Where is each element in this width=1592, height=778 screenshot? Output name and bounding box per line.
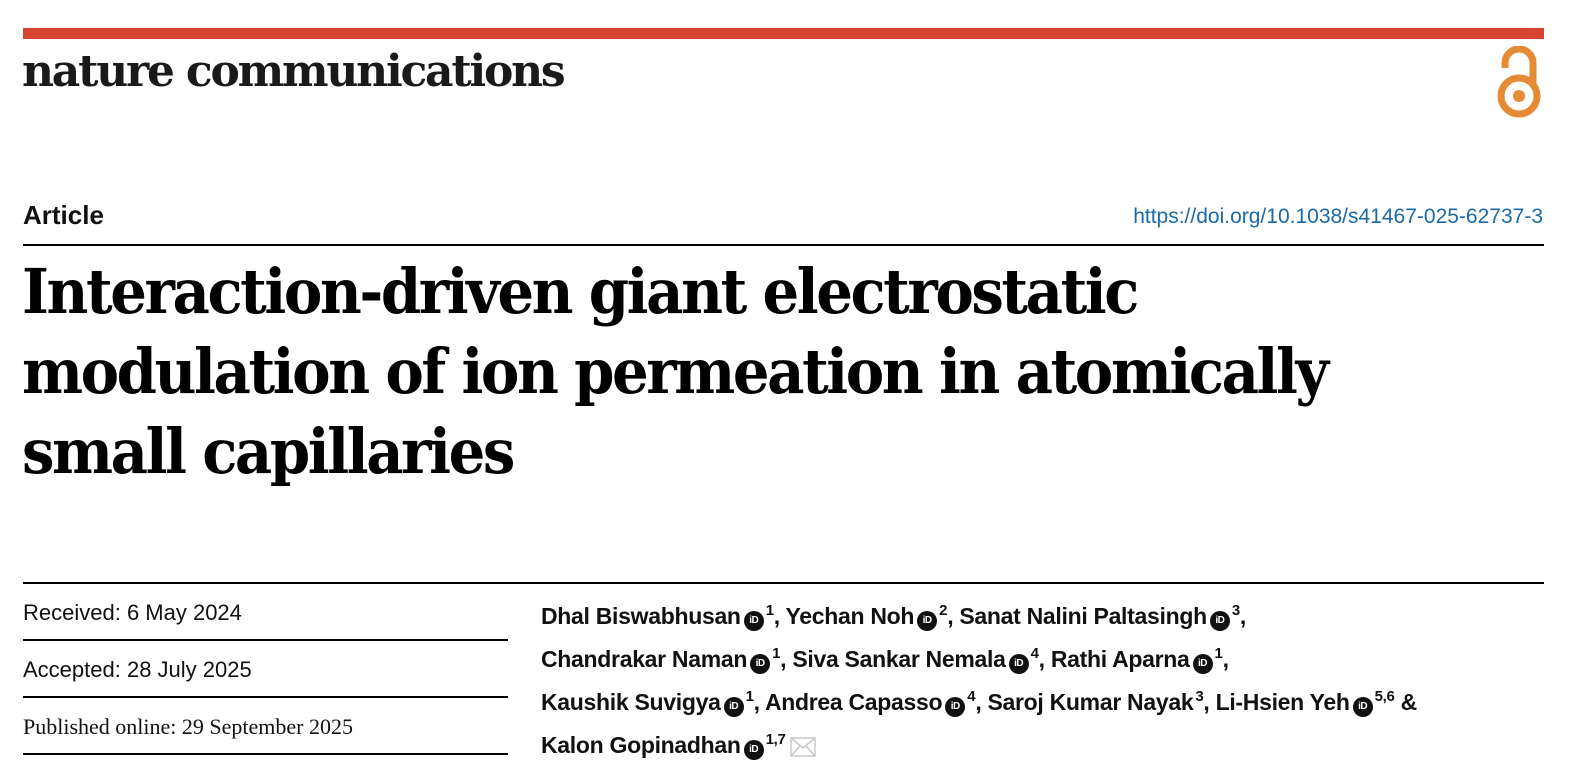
author[interactable]: Sanat Nalini Paltasingh iD3 bbox=[959, 602, 1240, 631]
article-title: Interaction-driven giant electrostatic m… bbox=[22, 255, 1329, 488]
received-date: Received: 6 May 2024 bbox=[23, 584, 508, 641]
article-dates: Received: 6 May 2024 Accepted: 28 July 2… bbox=[23, 584, 508, 755]
meta-divider bbox=[23, 582, 1544, 584]
article-type-label: Article bbox=[23, 200, 104, 230]
affiliation-marker: 1 bbox=[745, 688, 754, 705]
email-envelope-icon[interactable] bbox=[789, 737, 816, 757]
author[interactable]: Yechan Noh iD2 bbox=[785, 602, 948, 631]
author[interactable]: Andrea Capasso iD4 bbox=[764, 688, 976, 717]
author[interactable]: Siva Sankar Nemala iD4 bbox=[792, 645, 1039, 674]
author[interactable]: Rathi Aparna iD1 bbox=[1050, 645, 1223, 674]
author[interactable]: Chandrakar Naman iD1 bbox=[541, 645, 781, 674]
doi-link[interactable]: https://doi.org/10.1038/s41467-025-62737… bbox=[1133, 205, 1543, 228]
orcid-icon[interactable]: iD bbox=[743, 740, 764, 760]
affiliation-marker: 3 bbox=[1195, 688, 1204, 705]
title-divider bbox=[23, 244, 1544, 246]
accepted-date: Accepted: 28 July 2025 bbox=[23, 641, 508, 698]
orcid-icon[interactable]: iD bbox=[1209, 611, 1230, 631]
orcid-icon[interactable]: iD bbox=[750, 654, 771, 674]
affiliation-marker: 1,7 bbox=[765, 731, 786, 748]
affiliation-marker: 3 bbox=[1231, 602, 1240, 619]
affiliation-marker: 4 bbox=[1030, 645, 1039, 662]
orcid-icon[interactable]: iD bbox=[917, 611, 938, 631]
author[interactable]: Kalon Gopinadhan iD1,7 bbox=[541, 731, 786, 760]
affiliation-marker: 2 bbox=[939, 602, 948, 619]
author[interactable]: Dhal Biswabhusan iD1 bbox=[541, 602, 774, 631]
affiliation-marker: 1 bbox=[772, 645, 781, 662]
orcid-icon[interactable]: iD bbox=[945, 697, 966, 717]
affiliation-marker: 1 bbox=[765, 602, 774, 619]
orcid-icon[interactable]: iD bbox=[1008, 654, 1029, 674]
orcid-icon[interactable]: iD bbox=[1352, 697, 1373, 717]
open-access-lock-icon bbox=[1497, 46, 1541, 118]
published-date: Published online: 29 September 2025 bbox=[23, 698, 508, 755]
author[interactable]: Li-Hsien Yeh iD5,6 bbox=[1215, 688, 1395, 717]
affiliation-marker: 4 bbox=[967, 688, 976, 705]
journal-name: nature communications bbox=[22, 46, 566, 97]
author[interactable]: Saroj Kumar Nayak 3 bbox=[987, 688, 1204, 715]
affiliation-marker: 5,6 bbox=[1374, 688, 1395, 705]
author-list: Dhal Biswabhusan iD1, Yechan Noh iD2, Sana… bbox=[541, 602, 1417, 760]
journal-accent-bar bbox=[23, 28, 1544, 39]
orcid-icon[interactable]: iD bbox=[1192, 654, 1213, 674]
author[interactable]: Kaushik Suvigya iD1 bbox=[541, 688, 754, 717]
orcid-icon[interactable]: iD bbox=[723, 697, 744, 717]
orcid-icon[interactable]: iD bbox=[743, 611, 764, 631]
affiliation-marker: 1 bbox=[1214, 645, 1223, 662]
